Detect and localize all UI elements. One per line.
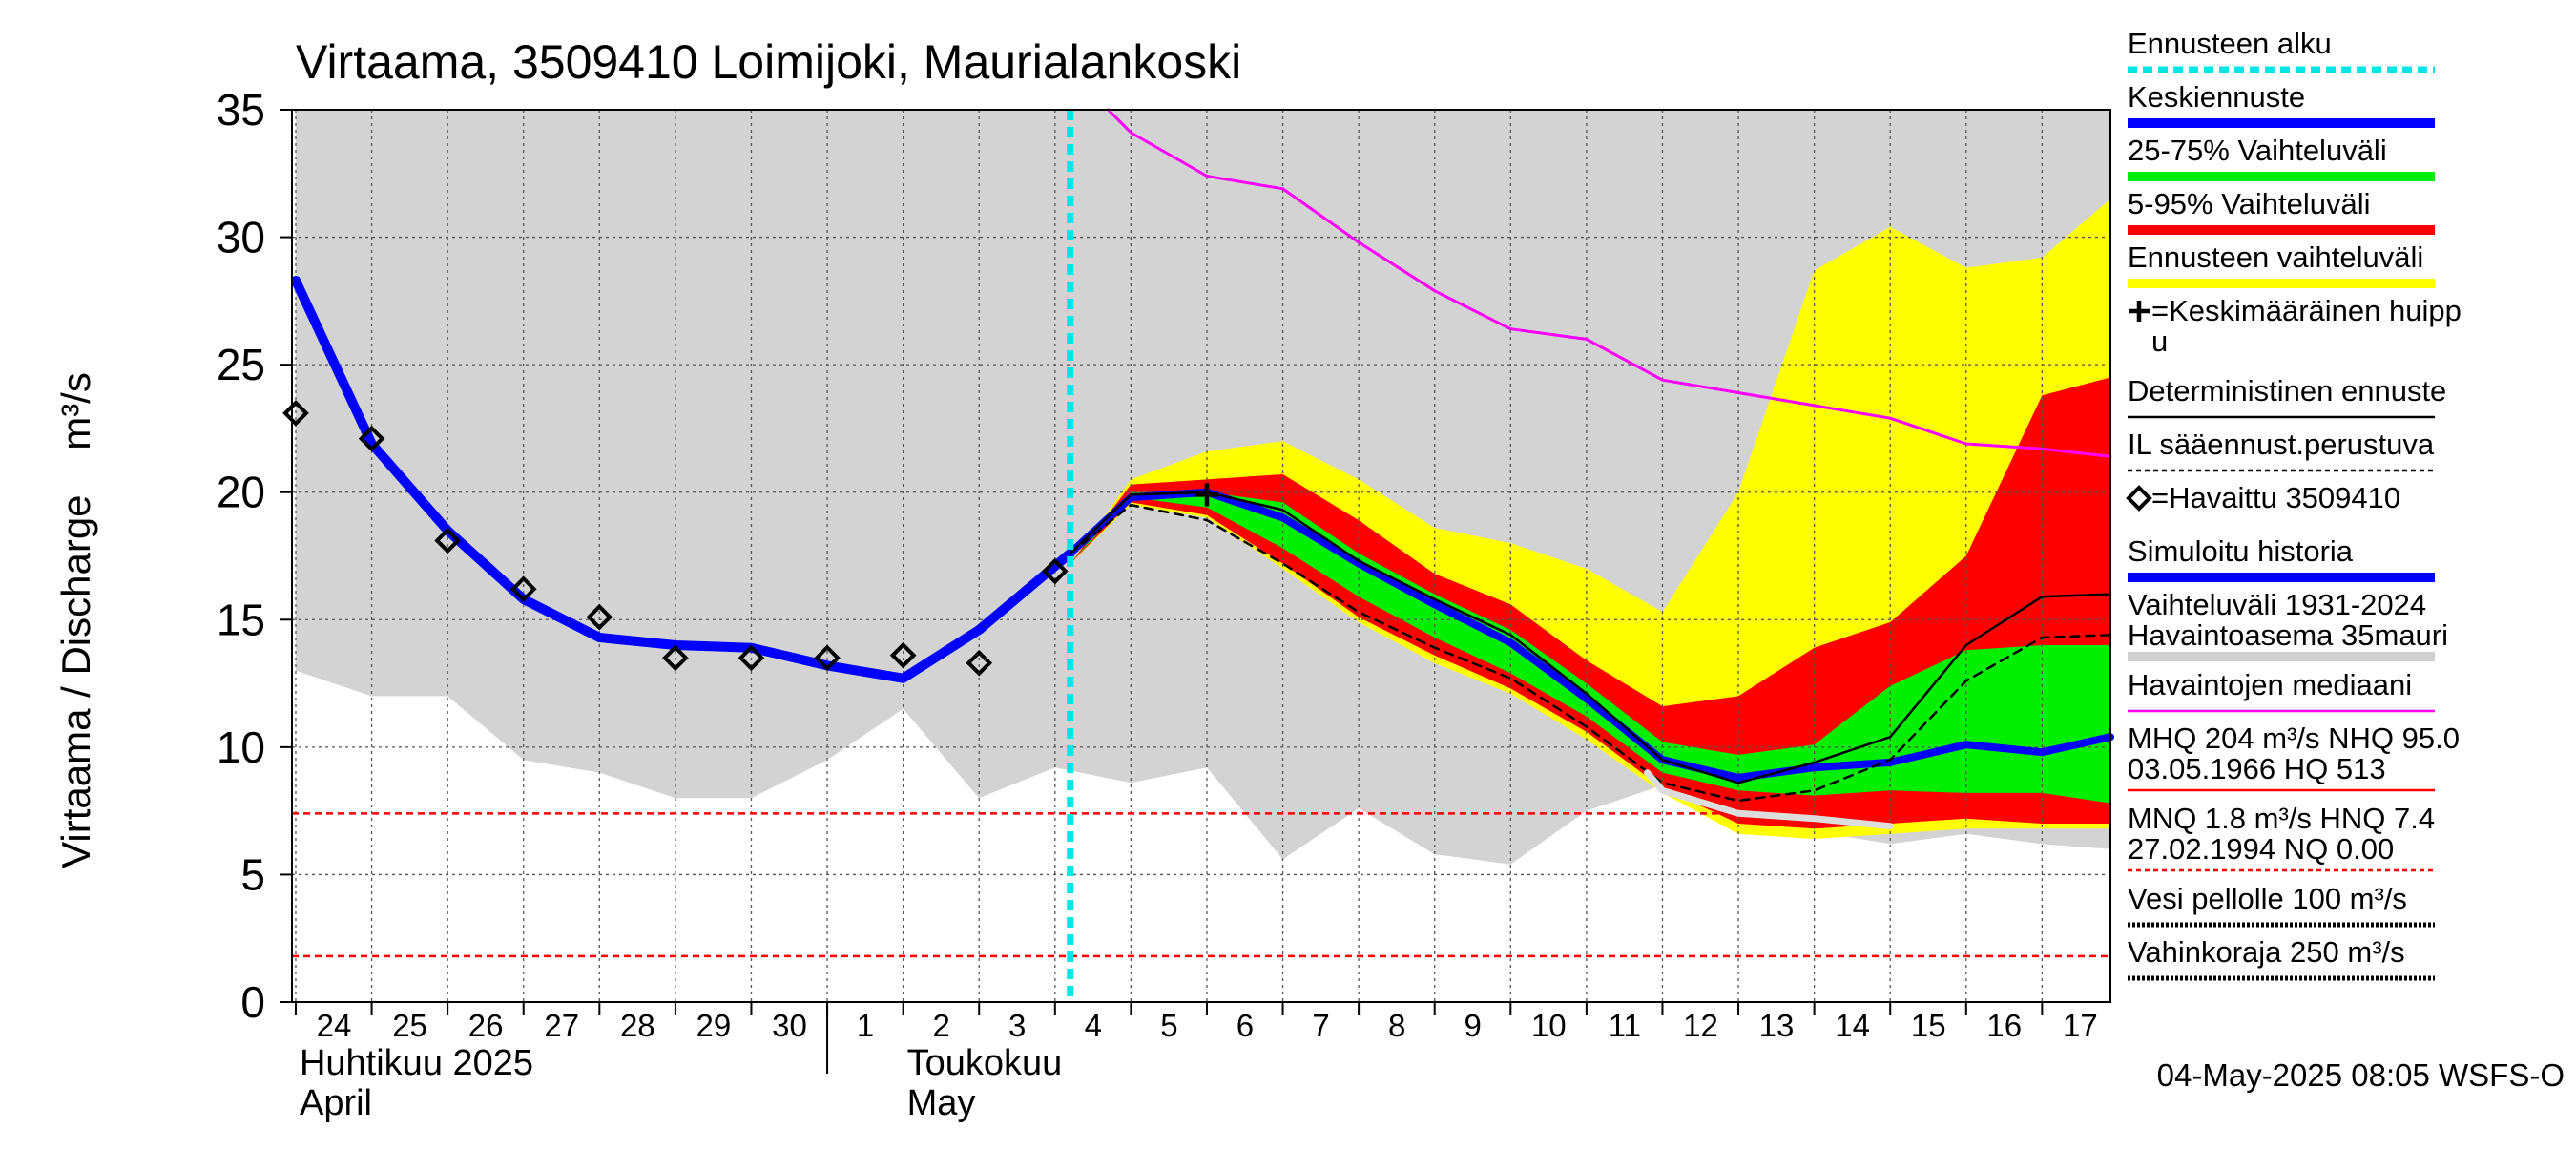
legend-label-line2: 27.02.1994 NQ 0.00 (2128, 832, 2394, 866)
x-tick-label: 9 (1465, 1008, 1482, 1043)
x-tick-label: 14 (1835, 1008, 1870, 1043)
observed-point (662, 644, 689, 672)
y-tick-label: 10 (217, 722, 265, 772)
observed-point (434, 527, 461, 554)
legend-label: Havaintojen mediaani (2128, 668, 2412, 701)
x-tick-label: 13 (1759, 1008, 1795, 1043)
legend-label: Simuloitu historia (2128, 534, 2354, 568)
y-tick-label: 35 (217, 85, 265, 135)
timestamp: 04-May-2025 08:05 WSFS-O (2157, 1057, 2565, 1093)
x-tick-label: 11 (1609, 1008, 1641, 1043)
mean-peak-marker (1195, 483, 1218, 507)
y-tick-label: 15 (217, 595, 265, 644)
observed-point (737, 644, 765, 672)
observed-point (358, 425, 385, 452)
x-tick-label: 10 (1531, 1008, 1567, 1043)
axes: Virtaama, 3509410 Loimijoki, Maurialanko… (53, 35, 2565, 1123)
band-5-95 (1070, 377, 2110, 829)
x-tick-label: 24 (317, 1008, 352, 1043)
x-tick-label: 8 (1388, 1008, 1405, 1043)
series-il_weather (1069, 503, 2112, 803)
month-label: Huhtikuu 2025 (300, 1043, 533, 1083)
chart-title: Virtaama, 3509410 Loimijoki, Maurialanko… (296, 35, 1241, 89)
plot-frame (291, 109, 2111, 1003)
x-tick-label: 26 (468, 1008, 504, 1043)
x-tick-label: 1 (857, 1008, 874, 1043)
series-mean_forecast (1066, 488, 2114, 782)
month-label-en: April (300, 1083, 372, 1123)
observed-point (814, 644, 841, 672)
observed-point (1041, 557, 1069, 585)
y-tick-label: 0 (240, 977, 265, 1027)
x-tick-label: 3 (1008, 1008, 1026, 1043)
observed-point (586, 603, 613, 631)
legend: Ennusteen alku Keskiennuste 25-75% Vaihtel… (2126, 27, 2462, 981)
x-tick-label: 16 (1986, 1008, 2022, 1043)
legend-label: Deterministinen ennuste (2128, 374, 2446, 408)
legend-label-line2: u (2151, 324, 2168, 358)
series-median (1107, 108, 2112, 458)
x-tick-label: 30 (772, 1008, 807, 1043)
reference-lines (292, 812, 2110, 958)
series-deterministic (1069, 491, 2112, 784)
x-tick-label: 4 (1085, 1008, 1102, 1043)
observed-point (966, 649, 993, 677)
x-tick-label: 27 (544, 1008, 579, 1043)
observed-markers (282, 400, 1218, 677)
legend-label: Ennusteen vaihteluväli (2128, 240, 2423, 274)
legend-label: Vaihteluväli 1931-2024 (2128, 588, 2426, 621)
legend-label: MHQ 204 m³/s NHQ 95.0 (2128, 721, 2460, 755)
x-tick-label: 25 (392, 1008, 427, 1043)
legend-diamond-icon (2126, 485, 2152, 512)
legend-label: Keskiennuste (2128, 80, 2305, 114)
legend-label: =Havaittu 3509410 (2151, 481, 2400, 514)
month-label: Toukokuu (907, 1043, 1063, 1083)
legend-label-line2: Havaintoasema 35mauri (2128, 618, 2448, 652)
x-tick-label: 2 (932, 1008, 949, 1043)
legend-label: 25-75% Vaihteluväli (2128, 134, 2387, 167)
series-observed_recent (1644, 769, 1894, 830)
observed-point (509, 575, 537, 603)
x-tick-label: 7 (1312, 1008, 1329, 1043)
y-tick-label: 20 (217, 468, 265, 517)
legend-label: MNQ 1.8 m³/s HNQ 7.4 (2128, 802, 2435, 835)
x-tick-label: 29 (696, 1008, 732, 1043)
month-label-en: May (907, 1083, 976, 1123)
legend-label: IL sääennust.perustuva (2128, 428, 2435, 461)
x-tick-label: 15 (1911, 1008, 1946, 1043)
y-tick-label: 30 (217, 213, 265, 262)
y-tick-label: 25 (217, 340, 265, 389)
x-tick-label: 6 (1236, 1008, 1254, 1043)
legend-label: Vahinkoraja 250 m³/s (2128, 935, 2405, 969)
x-tick-label: 12 (1683, 1008, 1718, 1043)
y-axis-label: Virtaama / Discharge m³/s (53, 372, 98, 868)
range-bands (296, 110, 2110, 865)
x-tick-label: 28 (620, 1008, 655, 1043)
observed-point (282, 400, 309, 427)
x-tick-label: 5 (1160, 1008, 1177, 1043)
legend-plus-icon (2129, 301, 2150, 322)
legend-label: Ennusteen alku (2128, 27, 2332, 60)
observed-point (889, 641, 917, 669)
x-tick-label: 17 (2063, 1008, 2098, 1043)
legend-label-line2: 03.05.1966 HQ 513 (2128, 752, 2386, 785)
y-tick-label: 5 (240, 849, 265, 899)
legend-label: Vesi pellolle 100 m³/s (2128, 882, 2407, 915)
legend-label: =Keskimääräinen huipp (2151, 294, 2462, 327)
band-25-75 (1070, 491, 2110, 804)
plot-border (291, 109, 2111, 1003)
legend-label: 5-95% Vaihteluväli (2128, 187, 2370, 220)
